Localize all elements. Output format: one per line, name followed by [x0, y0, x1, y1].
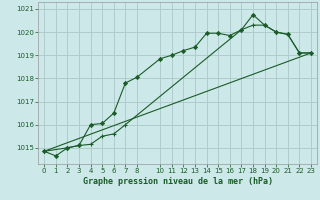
X-axis label: Graphe pression niveau de la mer (hPa): Graphe pression niveau de la mer (hPa) [83, 177, 273, 186]
